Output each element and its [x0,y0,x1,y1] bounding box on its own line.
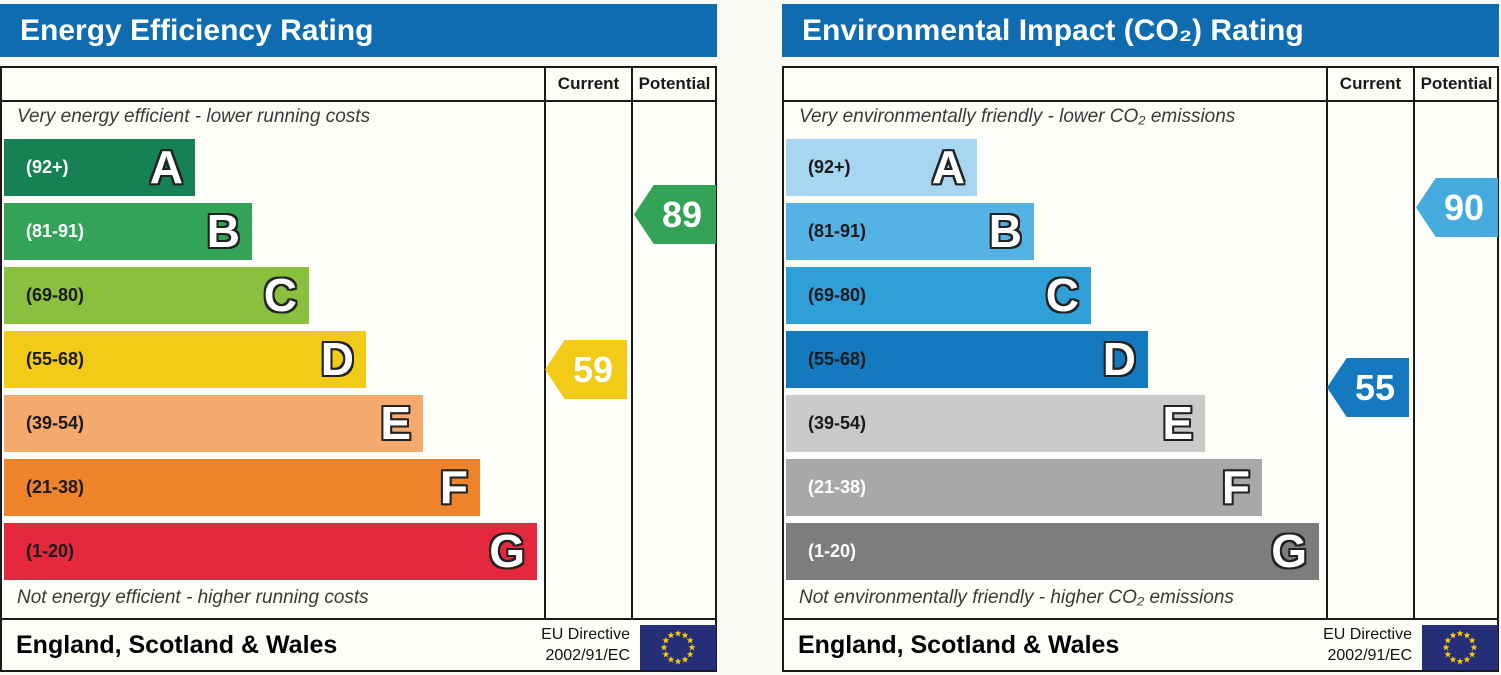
bottom-caption: Not energy efficient - higher running co… [17,587,369,608]
region-label: England, Scotland & Wales [16,631,338,659]
current-rating-arrow: 59 [545,340,627,399]
header-divider [0,100,717,102]
top-caption: Very energy efficient - lower running co… [17,106,371,127]
eu-directive-line2: 2002/91/EC [545,647,630,664]
potential-rating-arrow: 89 [634,185,716,244]
potential-rating-arrow: 90 [1416,178,1498,237]
region-label: England, Scotland & Wales [798,631,1120,659]
eu-directive-label: EU Directive 2002/91/EC [1232,624,1412,666]
panel-title: Energy Efficiency Rating [0,4,717,57]
header-divider [782,100,1499,102]
current-column-header: Current [1339,74,1402,93]
eu-directive-line1: EU Directive [541,626,630,643]
current-column-header: Current [557,74,620,93]
current-rating-arrow: 55 [1327,358,1409,417]
footer-divider [0,618,717,620]
column-divider [1413,66,1415,618]
column-divider [631,66,633,618]
energy-efficiency-panel: Energy Efficiency Rating Current Potenti… [0,0,719,675]
footer-divider [782,618,1499,620]
top-caption: Very environmentally friendly - lower CO… [799,106,1236,127]
eu-flag-icon [640,625,716,670]
column-divider [1326,66,1328,618]
panel-title: Environmental Impact (CO₂) Rating [782,4,1499,57]
bottom-caption: Not environmentally friendly - higher CO… [799,587,1234,608]
potential-column-header: Potential [638,74,711,93]
eu-directive-label: EU Directive 2002/91/EC [450,624,630,666]
eu-directive-line1: EU Directive [1323,626,1412,643]
environmental-impact-panel: Environmental Impact (CO₂) Rating Curren… [782,0,1501,675]
eu-flag-icon [1422,625,1498,670]
column-divider [544,66,546,618]
eu-directive-line2: 2002/91/EC [1327,647,1412,664]
potential-column-header: Potential [1420,74,1493,93]
